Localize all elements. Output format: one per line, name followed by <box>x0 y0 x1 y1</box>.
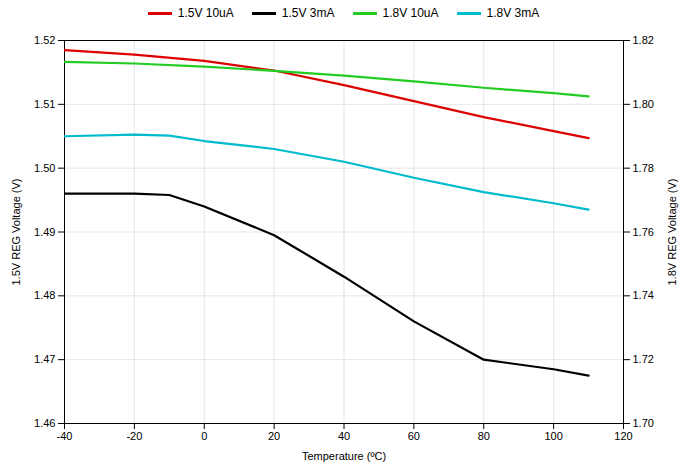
svg-text:Temperature (ºC): Temperature (ºC) <box>302 450 386 462</box>
svg-text:1.82: 1.82 <box>633 34 654 46</box>
svg-text:-40: -40 <box>57 430 73 442</box>
html-text:1.8V 10uA: 1.8V 10uA <box>382 6 439 20</box>
html-text:1.8V 3mA: 1.8V 3mA <box>486 6 540 20</box>
svg-text:1.8V REG Voltage (V): 1.8V REG Voltage (V) <box>666 179 678 286</box>
svg-text:40: 40 <box>338 430 350 442</box>
svg-text:1.78: 1.78 <box>633 162 654 174</box>
svg-text:1.72: 1.72 <box>633 353 654 365</box>
svg-text:1.49: 1.49 <box>34 226 55 238</box>
html-text:1.5V 10uA: 1.5V 10uA <box>177 6 234 20</box>
svg-text:20: 20 <box>268 430 280 442</box>
svg-text:1.48: 1.48 <box>34 289 55 301</box>
svg-text:100: 100 <box>544 430 562 442</box>
svg-text:1.76: 1.76 <box>633 226 654 238</box>
svg-text:1.74: 1.74 <box>633 289 654 301</box>
svg-text:1.70: 1.70 <box>633 417 654 429</box>
svg-text:1.80: 1.80 <box>633 98 654 110</box>
svg-text:-20: -20 <box>126 430 142 442</box>
svg-text:1.50: 1.50 <box>34 162 55 174</box>
svg-text:1.51: 1.51 <box>34 98 55 110</box>
svg-text:1.46: 1.46 <box>34 417 55 429</box>
svg-text:1.47: 1.47 <box>34 353 55 365</box>
html-text:1.5V 3mA: 1.5V 3mA <box>281 6 335 20</box>
svg-text:1.52: 1.52 <box>34 34 55 46</box>
svg-text:80: 80 <box>478 430 490 442</box>
svg-text:0: 0 <box>201 430 207 442</box>
svg-text:1.5V REG Voltage (V): 1.5V REG Voltage (V) <box>10 179 22 286</box>
svg-text:120: 120 <box>614 430 632 442</box>
svg-text:60: 60 <box>408 430 420 442</box>
